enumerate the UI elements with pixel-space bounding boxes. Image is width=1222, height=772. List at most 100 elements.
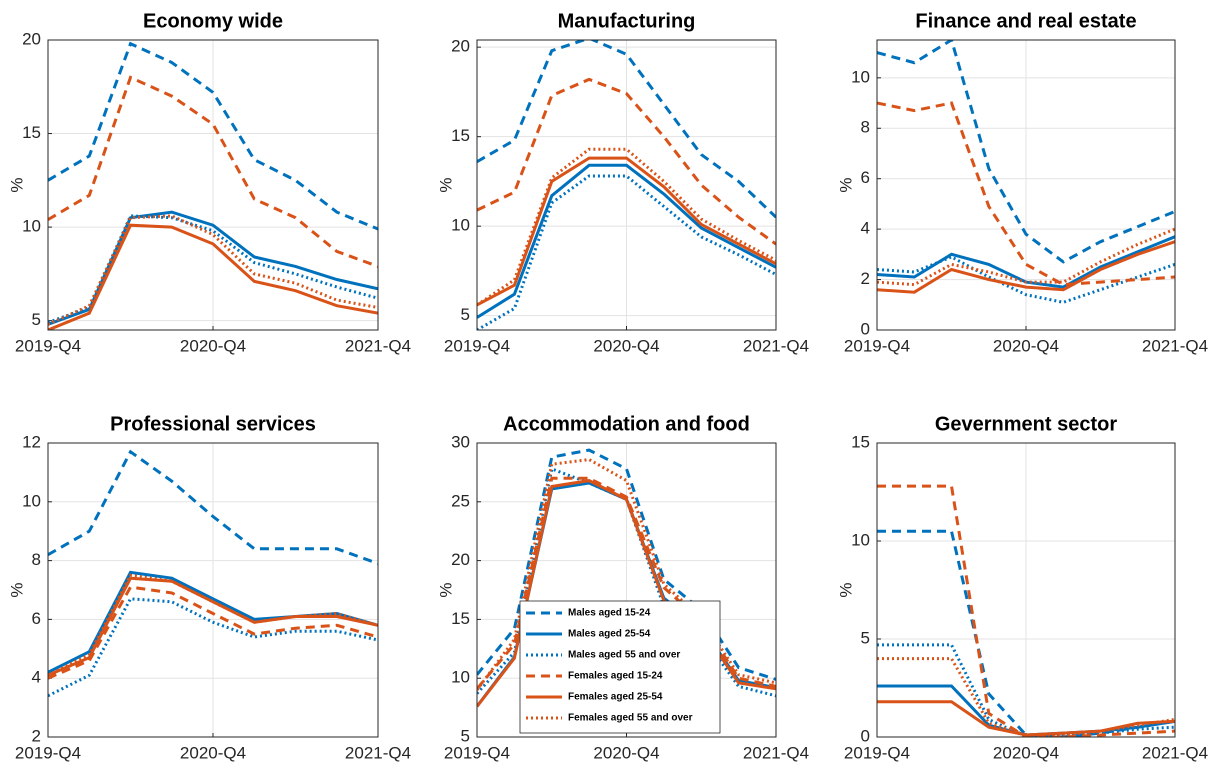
series-line — [477, 163, 776, 319]
y-tick-label: 10 — [22, 491, 41, 510]
x-tick-label: 2021-Q4 — [345, 743, 411, 762]
series-line — [48, 41, 378, 231]
series-line — [477, 40, 776, 219]
legend-label: Males aged 25-54 — [568, 629, 651, 640]
x-tick-label: 2021-Q4 — [743, 743, 809, 762]
axes-box — [876, 442, 1176, 738]
y-tick-label: 15 — [851, 432, 870, 451]
y-tick-label: 0 — [861, 319, 870, 338]
series-line — [477, 476, 776, 690]
series-line — [477, 174, 776, 330]
series-line — [877, 255, 1175, 304]
y-tick-label: 30 — [451, 432, 470, 451]
x-tick-label: 2021-Q4 — [1142, 743, 1208, 762]
y-tick-label: 5 — [461, 726, 470, 745]
series-line — [477, 156, 776, 307]
legend-box — [519, 600, 721, 734]
x-tick-label: 2020-Q4 — [593, 336, 659, 355]
x-tick-label: 2021-Q4 — [345, 336, 411, 355]
series-line — [48, 576, 378, 677]
chart-title: Manufacturing — [558, 10, 696, 32]
y-tick-label: 8 — [32, 550, 41, 569]
y-tick-label: 6 — [32, 609, 41, 628]
lines — [477, 40, 776, 330]
x-tick-label: 2021-Q4 — [1142, 336, 1208, 355]
panel: 0 2 4 6 8 10 2019-Q4 2020-Q4 2021-Q4 Finance and … — [836, 10, 1208, 355]
legend-label: Females aged 25-54 — [568, 692, 663, 703]
series-line — [477, 448, 776, 681]
y-tick-label: 20 — [22, 29, 41, 48]
y-axis-label: % — [7, 582, 26, 597]
y-tick-label: 10 — [851, 530, 870, 549]
chart-title: Finance and real estate — [915, 10, 1136, 32]
x-tick-label: 2019-Q4 — [844, 743, 910, 762]
y-axis-label: % — [436, 582, 455, 597]
panel: 5 10 15 20 2019-Q4 2020-Q4 2021-Q4 Economy wide… — [7, 10, 411, 355]
y-tick-label: 12 — [22, 432, 41, 451]
y-tick-label: 10 — [851, 67, 870, 86]
x-tick-label: 2020-Q4 — [180, 336, 246, 355]
y-tick-label: 15 — [451, 126, 470, 145]
lines — [877, 484, 1175, 737]
y-tick-label: 8 — [861, 118, 870, 137]
legend-label: Females aged 55 and over — [568, 713, 693, 724]
x-tick-label: 2020-Q4 — [180, 743, 246, 762]
series-line — [877, 240, 1175, 294]
panel: 0 5 10 15 2019-Q4 2020-Q4 2021-Q4 Gevernment se… — [836, 413, 1208, 762]
legend-label: Females aged 15-24 — [568, 671, 663, 682]
chart-title: Gevernment sector — [935, 413, 1118, 435]
panel: 5 10 15 20 2019-Q4 2020-Q4 2021-Q4 Manufacturin… — [436, 10, 809, 355]
y-tick-label: 5 — [461, 305, 470, 324]
series-line — [48, 597, 378, 698]
series-line — [48, 223, 378, 330]
series-line — [877, 700, 1175, 737]
y-axis-label: % — [836, 582, 855, 597]
y-tick-label: 10 — [451, 216, 470, 235]
y-tick-label: 0 — [861, 726, 870, 745]
lines — [48, 449, 378, 698]
series-line — [877, 101, 1175, 287]
y-tick-label: 4 — [32, 668, 41, 687]
x-tick-label: 2019-Q4 — [15, 336, 81, 355]
x-tick-label: 2020-Q4 — [993, 743, 1059, 762]
x-tick-label: 2019-Q4 — [444, 743, 510, 762]
series-line — [477, 147, 776, 307]
panel: 5 10 15 20 25 30 2019-Q4 2020-Q4 2021-Q4 Accommod… — [436, 413, 809, 762]
y-tick-label: 2 — [32, 726, 41, 745]
chart-title: Accommodation and food — [503, 413, 750, 435]
y-tick-label: 5 — [32, 310, 41, 329]
panel: 2 4 6 8 10 12 2019-Q4 2020-Q4 2021-Q4 Professiona… — [7, 413, 411, 762]
y-tick-label: 2 — [861, 269, 870, 288]
x-tick-label: 2019-Q4 — [15, 743, 81, 762]
x-tick-label: 2020-Q4 — [993, 336, 1059, 355]
lines — [877, 40, 1175, 304]
x-tick-label: 2019-Q4 — [844, 336, 910, 355]
chart-title: Professional services — [110, 413, 316, 435]
series-line — [877, 40, 1175, 264]
y-tick-label: 6 — [861, 168, 870, 187]
series-line — [477, 77, 776, 246]
y-tick-label: 5 — [861, 628, 870, 647]
y-tick-label: 20 — [451, 550, 470, 569]
series-line — [477, 466, 776, 698]
y-axis-label: % — [7, 177, 26, 192]
axes-box — [47, 442, 379, 738]
axes-box — [476, 442, 777, 738]
series-line — [877, 484, 1175, 737]
y-tick-label: 15 — [22, 123, 41, 142]
axes-box — [476, 39, 777, 331]
series-line — [48, 449, 378, 565]
series-line — [877, 227, 1175, 287]
y-tick-label: 10 — [22, 217, 41, 236]
y-tick-label: 20 — [451, 37, 470, 56]
y-axis-label: % — [436, 177, 455, 192]
legend-label: Males aged 55 and over — [568, 650, 680, 661]
y-tick-label: 15 — [451, 609, 470, 628]
chart-title: Economy wide — [143, 10, 283, 32]
x-tick-label: 2021-Q4 — [743, 336, 809, 355]
y-axis-label: % — [836, 177, 855, 192]
series-line — [48, 585, 378, 680]
x-tick-label: 2019-Q4 — [444, 336, 510, 355]
